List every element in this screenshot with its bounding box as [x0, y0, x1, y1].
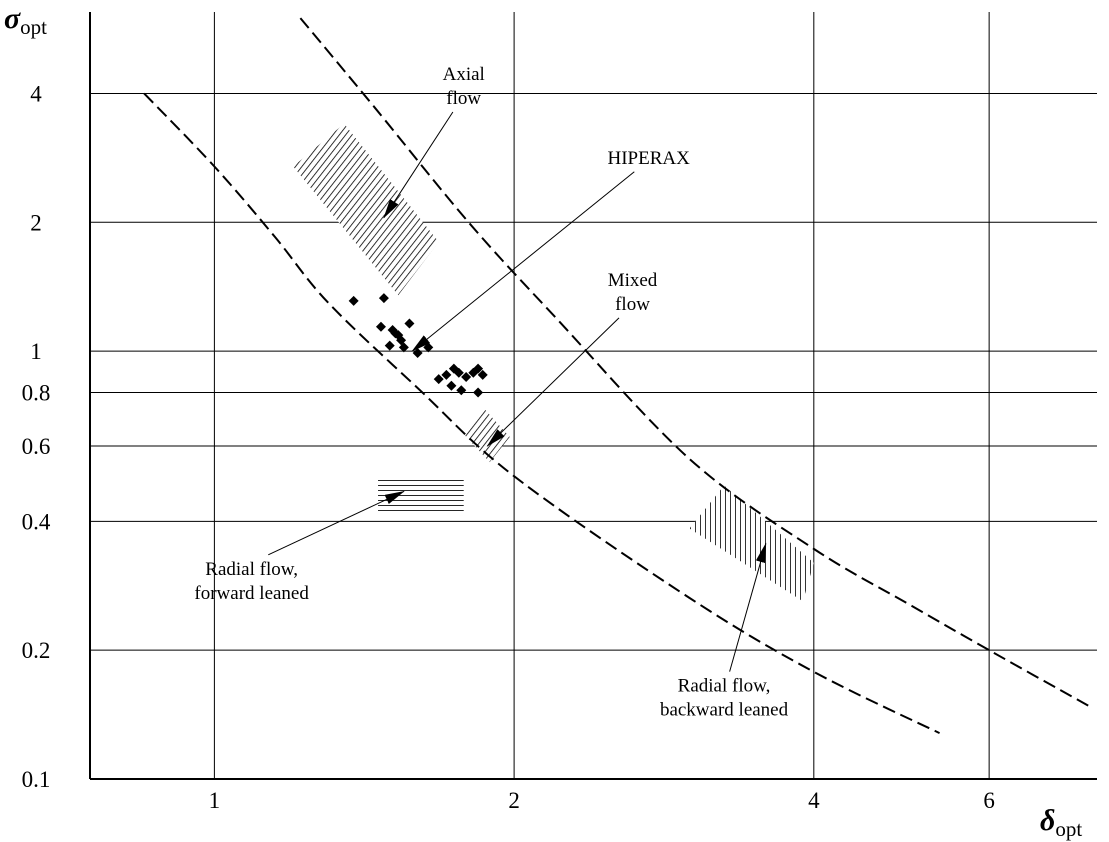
x-tick-label: 6	[983, 788, 995, 813]
arrow-radial-backward	[729, 542, 767, 672]
y-axis-label: σopt	[4, 2, 47, 39]
tick-labels: 1 2 4 6 0.1 0.2 0.4 0.6 0.8 1 2 4	[22, 81, 995, 813]
annotations: Axial flow Mixed flow Radial flow, forward le…	[194, 64, 788, 721]
annotation-hiperax: HIPERAX	[607, 148, 690, 169]
plot-frame	[89, 12, 1097, 780]
data-point	[456, 385, 467, 396]
grid	[90, 12, 1097, 779]
data-point	[390, 328, 401, 339]
y-tick-label: 1	[30, 339, 42, 364]
data-points	[348, 293, 488, 398]
data-point	[404, 318, 415, 329]
curve-lower-bound	[143, 92, 940, 735]
data-point	[398, 342, 409, 353]
arrow-mixed-flow	[486, 317, 620, 447]
curve-upper-bound	[299, 17, 1092, 709]
data-point	[441, 369, 452, 380]
bound-curves	[143, 17, 1092, 735]
x-axis-label: δopt	[1040, 804, 1082, 841]
x-tick-label: 4	[808, 788, 820, 813]
y-tick-label: 4	[30, 81, 42, 106]
arrow-axial-flow	[383, 111, 454, 219]
annotation-mixed-flow: Mixed flow	[608, 270, 658, 315]
x-tick-label: 1	[209, 788, 221, 813]
data-point	[473, 387, 484, 398]
data-point	[433, 374, 444, 385]
y-tick-label: 0.1	[22, 767, 51, 792]
data-point	[448, 363, 459, 374]
y-tick-label: 0.2	[22, 638, 51, 663]
region-axial-flow	[293, 123, 439, 296]
data-point	[348, 295, 359, 306]
data-point	[446, 380, 457, 391]
regions	[293, 123, 814, 602]
x-tick-label: 2	[508, 788, 520, 813]
region-radial-forward	[378, 476, 464, 515]
data-point	[384, 340, 395, 351]
region-radial-backward	[689, 485, 814, 602]
data-point	[473, 363, 484, 374]
arrow-radial-forward	[268, 490, 405, 556]
y-tick-label: 0.8	[22, 381, 51, 406]
arrow-hiperax	[411, 171, 635, 352]
y-tick-label: 0.4	[22, 509, 51, 534]
annotation-radial-backward: Radial flow, backward leaned	[660, 676, 789, 721]
data-point	[375, 321, 386, 332]
data-point	[461, 371, 472, 382]
axis-labels: σopt δopt	[4, 2, 1082, 841]
annotation-radial-forward: Radial flow, forward leaned	[194, 559, 309, 604]
annotation-axial-flow: Axial flow	[443, 64, 485, 109]
data-point	[477, 369, 488, 380]
data-point	[378, 293, 389, 304]
y-tick-label: 0.6	[22, 434, 51, 459]
y-tick-label: 2	[30, 210, 42, 235]
